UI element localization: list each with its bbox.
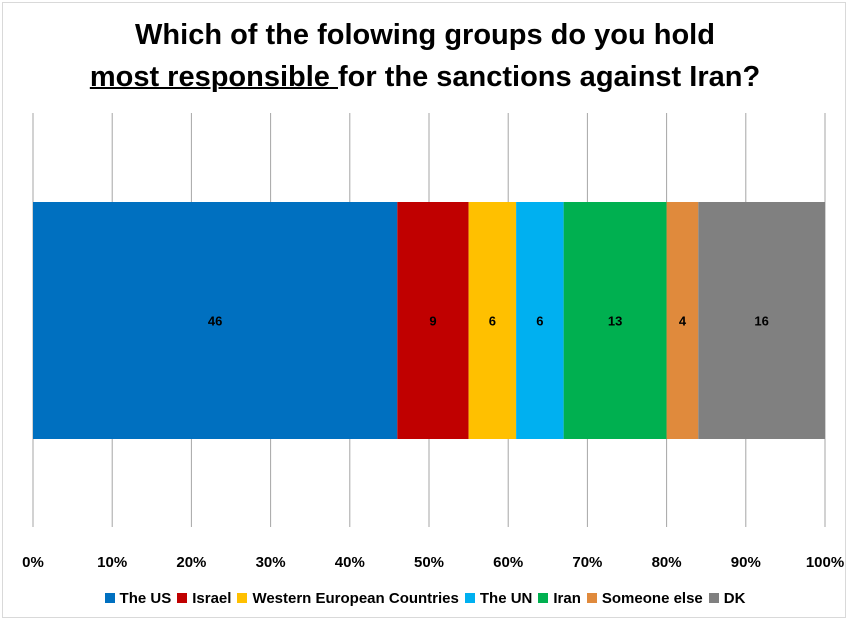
data-label-the-us: 46 <box>208 314 222 329</box>
legend-item-israel: Israel <box>177 590 231 607</box>
data-label-someone-else: 4 <box>679 314 687 329</box>
legend-item-the-un: The UN <box>464 590 533 607</box>
legend-label: DK <box>723 590 746 607</box>
title-line-2: most responsible for the sanctions again… <box>0 56 850 98</box>
x-tick-label: 30% <box>256 554 286 571</box>
title-underlined-phrase: most responsible <box>89 61 338 93</box>
data-label-israel: 9 <box>429 314 436 329</box>
legend-item-someone-else: Someone else <box>586 590 703 607</box>
bar-segment-israel <box>397 202 469 439</box>
data-labels: 46 9 6 6 13 4 16 <box>208 314 769 329</box>
chart-title: Which of the folowing groups do you hold… <box>0 14 850 98</box>
legend-swatch <box>104 593 115 603</box>
x-tick-label: 50% <box>414 554 444 571</box>
legend-label: Israel <box>192 590 232 607</box>
bar-segments <box>33 202 825 439</box>
legend-item-dk: DK <box>708 590 746 607</box>
legend-swatch <box>586 593 597 603</box>
legend-label: Someone else <box>601 590 703 607</box>
legend-swatch <box>708 593 719 603</box>
legend-item-iran: Iran <box>538 590 581 607</box>
data-label-western-european-countries: 6 <box>489 314 496 329</box>
legend-item-the-us: The US <box>104 590 172 607</box>
x-tick-label: 40% <box>335 554 365 571</box>
legend-swatch <box>237 593 248 603</box>
bar-segment-the-us <box>33 202 398 439</box>
legend-label: The UN <box>479 590 533 607</box>
title-line-2-rest: for the sanctions against Iran? <box>337 61 761 93</box>
legend-swatch <box>177 593 188 603</box>
legend-label: Iran <box>553 590 581 607</box>
legend-swatch <box>538 593 549 603</box>
legend-item-western-european-countries: Western European Countries <box>237 590 459 607</box>
legend-swatch <box>464 593 475 603</box>
bar-segment-western-european-countries <box>468 202 517 439</box>
legend-label: The US <box>119 590 172 607</box>
x-tick-label: 100% <box>806 554 844 571</box>
bar-segment-the-un <box>516 202 564 439</box>
data-label-dk: 16 <box>754 314 768 329</box>
x-tick-label: 10% <box>97 554 127 571</box>
data-label-iran: 13 <box>608 314 622 329</box>
title-line-1: Which of the folowing groups do you hold <box>135 19 715 51</box>
x-tick-label: 0% <box>22 554 44 571</box>
legend-label: Western European Countries <box>252 590 459 607</box>
x-tick-label: 90% <box>731 554 761 571</box>
data-label-the-un: 6 <box>536 314 543 329</box>
x-tick-label: 20% <box>176 554 206 571</box>
x-axis-tick-labels: 0% 10% 20% 30% 40% 50% 60% 70% 80% 90% 100% <box>22 554 844 571</box>
x-tick-label: 70% <box>572 554 602 571</box>
legend: The US Israel Western European Countries Th… <box>0 590 850 607</box>
bar-segment-dk <box>698 202 825 439</box>
x-tick-label: 80% <box>652 554 682 571</box>
bar-segment-iran <box>563 202 667 439</box>
bar-segment-someone-else <box>666 202 699 439</box>
x-tick-label: 60% <box>493 554 523 571</box>
